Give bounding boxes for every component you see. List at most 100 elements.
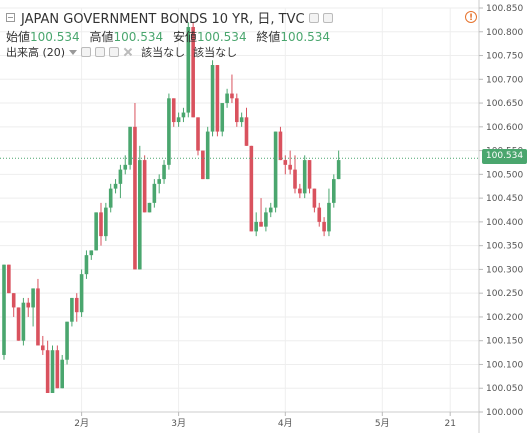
candle-body <box>254 221 258 232</box>
candle-body <box>249 145 254 232</box>
candle-body <box>152 183 157 203</box>
format-icon[interactable] <box>322 12 333 23</box>
candle-body <box>108 188 113 208</box>
candle-body <box>230 93 234 99</box>
low-value: 100.534 <box>196 30 247 44</box>
candle-body <box>16 307 21 341</box>
candle-body <box>70 297 74 322</box>
candle-body <box>307 160 312 189</box>
open-value: 100.534 <box>30 30 80 44</box>
candle-body <box>65 321 69 360</box>
chart-header: JAPAN GOVERNMENT BONDS 10 YR, 日, TVC 始値1… <box>0 0 480 62</box>
y-tick-label: 100.650 <box>486 99 523 109</box>
candle-body <box>2 264 6 355</box>
candle-body <box>50 350 55 393</box>
candle-body <box>26 302 31 308</box>
y-tick-label: 100.200 <box>486 313 523 323</box>
candle-body <box>235 98 239 123</box>
close-icon[interactable] <box>123 47 133 57</box>
candle-body <box>45 350 50 393</box>
candle-body <box>60 359 64 389</box>
candle-body <box>123 164 128 170</box>
x-tick-label: 5月 <box>375 418 390 429</box>
candle-body <box>142 160 147 213</box>
candle-body <box>317 207 322 222</box>
candle-body <box>268 207 273 213</box>
candle-body <box>74 297 79 313</box>
title-row: JAPAN GOVERNMENT BONDS 10 YR, 日, TVC <box>6 8 333 27</box>
x-tick-label: 2月 <box>74 418 89 429</box>
y-tick-label: 100.800 <box>486 28 523 38</box>
x-tick-label: 4月 <box>278 418 293 429</box>
volume-ma-value: 該当なし <box>193 46 238 59</box>
candle-body <box>157 179 161 184</box>
y-tick-label: 100.250 <box>486 289 523 299</box>
y-tick-label: 100.350 <box>486 242 523 252</box>
high-label: 高値 <box>89 30 114 44</box>
candle-body <box>128 126 132 165</box>
candle-body <box>36 288 40 346</box>
warning-icon[interactable]: ! <box>465 11 477 23</box>
candle-body <box>162 164 166 180</box>
y-tick-label: 100.150 <box>486 337 523 347</box>
y-tick-label: 100.500 <box>486 170 523 180</box>
close-value: 100.534 <box>280 30 331 44</box>
candle-body <box>332 179 336 203</box>
candle-body <box>302 160 307 194</box>
candle-body <box>99 212 103 237</box>
candle-body <box>104 207 108 237</box>
format-icon[interactable] <box>109 47 120 57</box>
visibility-icon[interactable] <box>81 47 92 57</box>
candle-body <box>273 131 278 208</box>
y-tick-label: 100.400 <box>486 218 523 228</box>
candle-body <box>186 27 191 113</box>
candle-body <box>167 98 171 165</box>
candle-body <box>11 293 16 308</box>
high-value: 100.534 <box>113 30 164 44</box>
y-tick-label: 100.000 <box>486 408 523 418</box>
candle-body <box>278 131 283 161</box>
y-tick-label: 100.600 <box>486 123 523 133</box>
candle-body <box>293 169 297 189</box>
candle-body <box>147 202 152 213</box>
y-tick-label: 100.700 <box>486 75 523 85</box>
candle-body <box>220 103 225 132</box>
candle-body <box>176 117 181 123</box>
x-tick-label: 21 <box>444 419 455 429</box>
candle-body <box>201 150 205 180</box>
candle-body <box>94 212 98 251</box>
candle-body <box>225 93 229 104</box>
y-tick-label: 100.050 <box>486 384 523 394</box>
y-tick-label: 100.850 <box>486 4 523 14</box>
candle-body <box>288 164 292 170</box>
candle-body <box>113 183 118 189</box>
candle-body <box>210 65 215 132</box>
candle-body <box>327 202 331 232</box>
last-price-label: 100.534 <box>482 149 527 164</box>
candle-body <box>79 274 84 313</box>
settings-icon[interactable] <box>95 47 106 57</box>
open-label: 始値 <box>6 30 31 44</box>
candle-body <box>298 188 302 194</box>
y-tick-label: 100.100 <box>486 360 523 370</box>
candle-body <box>31 288 35 308</box>
chevron-down-icon[interactable] <box>69 49 78 55</box>
candle-body <box>181 112 186 118</box>
candle-body <box>283 160 288 165</box>
candle-body <box>259 221 263 227</box>
chart-title: JAPAN GOVERNMENT BONDS 10 YR, 日, TVC <box>21 12 305 27</box>
candle-body <box>215 65 220 132</box>
collapse-icon[interactable] <box>6 13 15 22</box>
candle-body <box>89 250 94 256</box>
candle-body <box>7 264 11 294</box>
candle-body <box>21 302 26 341</box>
candle-body <box>244 117 249 146</box>
close-label: 終値 <box>256 30 281 44</box>
y-tick-label: 100.300 <box>486 265 523 275</box>
volume-row: 出来高 (20) 該当なし 該当なし <box>6 44 237 60</box>
volume-label[interactable]: 出来高 (20) <box>6 46 66 59</box>
settings-icon[interactable] <box>308 12 319 23</box>
candle-body <box>336 160 341 180</box>
